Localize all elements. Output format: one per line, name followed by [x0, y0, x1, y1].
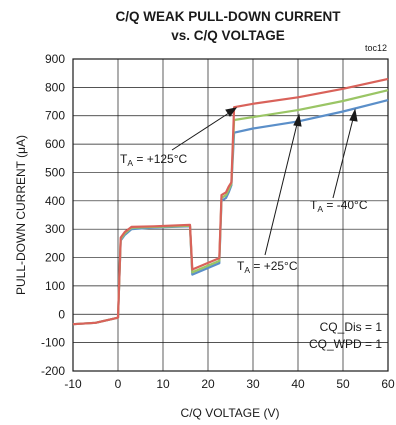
plot-frame [72, 58, 389, 372]
arrow-25c-head [293, 113, 302, 127]
x-tick-label: 0 [115, 377, 122, 391]
x-axis-label: C/Q VOLTAGE (V) [181, 406, 280, 420]
y-tick-label: 900 [45, 52, 65, 66]
chart-subtitle: vs. C/Q VOLTAGE [171, 28, 285, 43]
y-tick-label: 600 [45, 137, 65, 151]
legend-note-line1: CQ_Dis = 1 [320, 320, 383, 334]
y-tick-label: -100 [41, 336, 65, 350]
annotation-40c: TA = -40°C [310, 198, 368, 214]
x-tick-label: 20 [201, 377, 215, 391]
chart-title: C/Q WEAK PULL-DOWN CURRENT [116, 9, 342, 24]
series-line-neg40c [72, 99, 389, 326]
arrow-125c-line [171, 110, 233, 151]
x-tick-label: 10 [156, 377, 170, 391]
arrow-125c-head [225, 107, 238, 117]
y-tick-label: 400 [45, 194, 65, 208]
y-tick-label: 300 [45, 222, 65, 236]
y-tick-label: 0 [58, 307, 65, 321]
annotation-25c: TA = +25°C [237, 259, 298, 275]
annotation-125c: TA = +125°C [120, 152, 188, 168]
y-tick-label: -200 [41, 364, 65, 378]
x-tick-label: 40 [291, 377, 305, 391]
y-tick-label: 500 [45, 165, 65, 179]
y-tick-label: 800 [45, 80, 65, 94]
legend-note-line2: CQ_WPD = 1 [309, 337, 382, 351]
y-tick-label: 100 [45, 279, 65, 293]
arrow-25c-line [264, 119, 299, 256]
y-tick-label: 200 [45, 251, 65, 265]
y-axis-ticks: -200 -100 0 100 200 300 400 500 600 700 800 900 [41, 52, 65, 378]
figure-id: toc12 [365, 43, 387, 53]
series-line-125c [72, 77, 389, 326]
series-group [72, 77, 389, 326]
annotation-arrows [171, 107, 358, 256]
y-tick-label: 700 [45, 109, 65, 123]
arrow-40c-head [349, 108, 358, 122]
x-tick-label: 60 [381, 377, 395, 391]
x-axis-ticks: -10 0 10 20 30 40 50 60 [64, 377, 395, 391]
x-tick-label: -10 [64, 377, 82, 391]
y-axis-label: PULL-DOWN CURRENT (μA) [14, 135, 28, 295]
arrow-40c-line [332, 114, 355, 199]
x-tick-label: 50 [336, 377, 350, 391]
x-tick-label: 30 [246, 377, 260, 391]
